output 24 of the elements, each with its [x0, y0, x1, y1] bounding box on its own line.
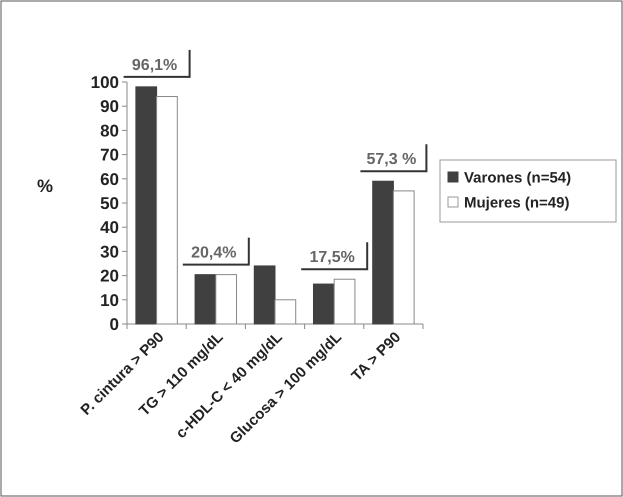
y-tick-label: 60: [100, 170, 119, 189]
y-tick-label: 40: [100, 218, 119, 238]
bar: [254, 265, 276, 324]
x-tick-label: TA > P90: [348, 328, 404, 385]
text: 96,1%: [132, 56, 178, 74]
y-tick-label: 20: [100, 266, 119, 286]
annotation: 20,4%: [191, 244, 236, 262]
text: Mujeres (n=49): [464, 194, 570, 212]
y-axis-title: %: [36, 176, 54, 196]
y-tick-label: 90: [100, 97, 119, 116]
bar: [372, 180, 394, 324]
bar: [312, 284, 335, 324]
y-tick-label: 100: [90, 72, 119, 92]
bar: [194, 274, 216, 324]
bar: [135, 86, 158, 324]
y-tick-label: 10: [100, 290, 119, 310]
y-tick-label: 30: [100, 242, 119, 262]
legend-label: Varones (n=54): [464, 169, 572, 186]
y-tick-label: 70: [100, 146, 119, 165]
y-tick-label: 80: [100, 121, 119, 140]
y-tick-label: 50: [100, 194, 119, 213]
annotation: 57,3 %: [366, 151, 416, 168]
annotation: 17,5%: [310, 249, 355, 266]
y-tick-label: 0: [110, 314, 119, 334]
